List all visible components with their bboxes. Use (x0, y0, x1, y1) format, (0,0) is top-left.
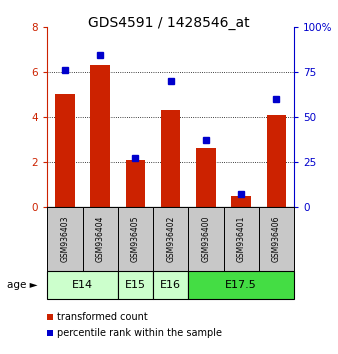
Bar (232, 196, 251, 207)
Bar (153, 207, 188, 271)
Bar (196, 148, 216, 207)
Text: E15: E15 (125, 280, 146, 290)
Bar (91, 65, 110, 207)
Text: GSM936400: GSM936400 (201, 216, 211, 262)
Bar (188, 207, 223, 271)
Bar (118, 271, 153, 299)
Bar (118, 207, 153, 271)
Text: GSM936405: GSM936405 (131, 216, 140, 262)
Bar (259, 207, 294, 271)
Text: transformed count: transformed count (57, 312, 147, 322)
Text: GSM936402: GSM936402 (166, 216, 175, 262)
Bar (188, 271, 294, 299)
Bar (55, 94, 75, 207)
Text: GDS4591 / 1428546_at: GDS4591 / 1428546_at (88, 16, 250, 30)
Bar (126, 160, 145, 207)
Text: E16: E16 (160, 280, 181, 290)
Bar (153, 271, 188, 299)
Text: GSM936404: GSM936404 (96, 216, 105, 262)
Bar (161, 110, 180, 207)
Text: E14: E14 (72, 280, 93, 290)
Bar (47, 207, 82, 271)
Bar (267, 115, 286, 207)
Bar (223, 207, 259, 271)
Text: age ►: age ► (7, 280, 38, 290)
Text: GSM936406: GSM936406 (272, 216, 281, 262)
Text: GSM936403: GSM936403 (61, 216, 69, 262)
Bar (82, 207, 118, 271)
Text: GSM936401: GSM936401 (237, 216, 246, 262)
Bar (47, 271, 118, 299)
Text: E17.5: E17.5 (225, 280, 257, 290)
Text: percentile rank within the sample: percentile rank within the sample (57, 328, 222, 338)
